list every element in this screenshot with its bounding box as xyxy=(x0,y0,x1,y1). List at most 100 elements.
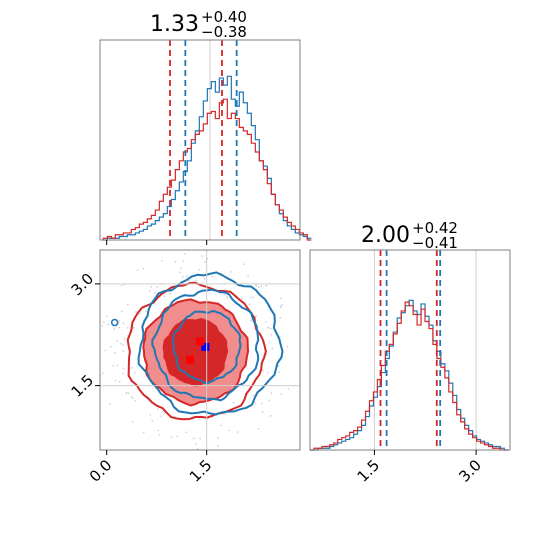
joint-marker-red-2 xyxy=(186,355,194,364)
joint-sample-point xyxy=(104,349,107,352)
red-contour-level-2 xyxy=(126,281,267,421)
joint-sample-point xyxy=(184,252,186,255)
joint-sample-point xyxy=(204,261,206,263)
joint-frame xyxy=(99,249,301,451)
joint-sample-point xyxy=(120,310,123,313)
joint-sample-point xyxy=(157,429,160,432)
hist2-x-tick-label-0: 1.5 xyxy=(354,456,384,486)
hist1-blue-step xyxy=(103,75,312,241)
joint-sample-point xyxy=(248,303,251,306)
joint-sample-point xyxy=(228,429,231,432)
joint-x-tick-label-0: 0.0 xyxy=(86,456,116,486)
title-param2: 2.00 xyxy=(361,223,410,248)
joint-sample-point xyxy=(132,327,135,329)
joint-sample-point xyxy=(262,369,264,372)
joint-sample-point xyxy=(118,380,121,383)
joint-sample-point xyxy=(198,268,200,271)
joint-sample-point xyxy=(125,391,128,394)
joint-sample-point xyxy=(195,279,198,281)
joint-sample-point xyxy=(203,277,206,280)
joint-sample-point xyxy=(122,372,124,375)
joint-sample-point xyxy=(122,322,125,325)
joint-sample-point xyxy=(268,399,271,402)
joint-sample-point xyxy=(157,408,159,410)
joint-sample-point xyxy=(127,303,129,306)
joint-sample-point xyxy=(123,337,126,340)
joint-sample-point xyxy=(159,415,162,417)
joint-sample-point xyxy=(106,315,108,318)
joint-sample-point xyxy=(122,350,125,352)
joint-sample-point xyxy=(261,411,264,413)
joint-sample-point xyxy=(162,411,164,413)
joint-sample-point xyxy=(280,297,282,300)
joint-sample-point xyxy=(112,364,115,367)
joint-sample-point xyxy=(280,306,282,308)
joint-sample-point xyxy=(114,352,117,354)
joint-sample-point xyxy=(279,335,281,337)
joint-sample-point xyxy=(257,427,260,430)
hist1-frame xyxy=(99,39,301,241)
joint-sample-point xyxy=(287,387,290,390)
joint-sample-point xyxy=(121,284,123,287)
joint-sample-point xyxy=(252,296,255,299)
joint-sample-point xyxy=(125,392,128,395)
title-param2-minus: −0.41 xyxy=(412,234,458,252)
joint-sample-point xyxy=(236,431,239,433)
joint-sample-point xyxy=(118,326,121,329)
joint-sample-point xyxy=(116,340,118,342)
blue-contour-level-0 xyxy=(172,309,242,385)
joint-sample-point xyxy=(134,372,136,374)
joint-sample-point xyxy=(180,267,183,270)
joint-sample-point xyxy=(126,327,129,329)
joint-sample-point xyxy=(265,284,268,287)
joint-sample-point xyxy=(169,293,171,295)
joint-sample-point xyxy=(281,304,283,306)
joint-sample-point xyxy=(280,393,283,395)
joint-sample-point xyxy=(250,296,252,299)
joint-sample-point xyxy=(120,342,122,345)
joint-sample-point xyxy=(252,394,255,397)
joint-sample-point xyxy=(271,347,273,350)
joint-sample-point xyxy=(151,420,153,422)
joint-sample-point xyxy=(137,269,139,271)
joint-sample-point xyxy=(122,344,124,346)
joint-sample-point xyxy=(257,286,260,289)
title-param2-plus: +0.42 xyxy=(412,219,458,237)
joint-sample-point xyxy=(101,325,104,327)
joint-sample-point xyxy=(174,261,177,263)
joint-sample-point xyxy=(279,317,282,319)
joint-sample-point xyxy=(232,401,235,404)
hist2-frame xyxy=(309,249,511,451)
joint-sample-point xyxy=(161,259,163,262)
joint-sample-point xyxy=(122,367,125,370)
blue-contour-level-1 xyxy=(151,288,260,402)
joint-sample-point xyxy=(255,314,258,317)
hist1-red-step xyxy=(102,98,312,241)
joint-sample-point xyxy=(267,327,269,329)
joint-sample-point xyxy=(265,321,267,323)
joint-sample-point xyxy=(193,437,195,440)
joint-sample-point xyxy=(217,437,219,439)
joint-sample-point xyxy=(145,310,147,313)
title-param2-value: 2.00 xyxy=(361,223,410,248)
joint-sample-point xyxy=(255,285,258,287)
joint-sample-point xyxy=(149,413,152,416)
joint-sample-point xyxy=(102,372,104,375)
joint-sample-point xyxy=(286,346,289,348)
joint-sample-point xyxy=(134,399,137,402)
title-param1-minus: −0.38 xyxy=(201,23,247,41)
joint-sample-point xyxy=(241,297,244,300)
joint-sample-point xyxy=(116,364,119,367)
joint-sample-point xyxy=(163,295,166,298)
joint-sample-point xyxy=(185,275,188,278)
blue-contour-island xyxy=(110,318,119,327)
joint-sample-point xyxy=(131,421,134,423)
joint-sample-point xyxy=(127,392,130,394)
joint-sample-point xyxy=(269,327,272,330)
joint-y-tick-label-0: 1.5 xyxy=(68,371,98,401)
title-param1: 1.33 xyxy=(150,12,199,37)
joint-sample-point xyxy=(277,365,280,367)
joint-sample-point xyxy=(199,437,202,440)
joint-sample-point xyxy=(226,295,228,297)
joint-sample-point xyxy=(211,275,214,278)
